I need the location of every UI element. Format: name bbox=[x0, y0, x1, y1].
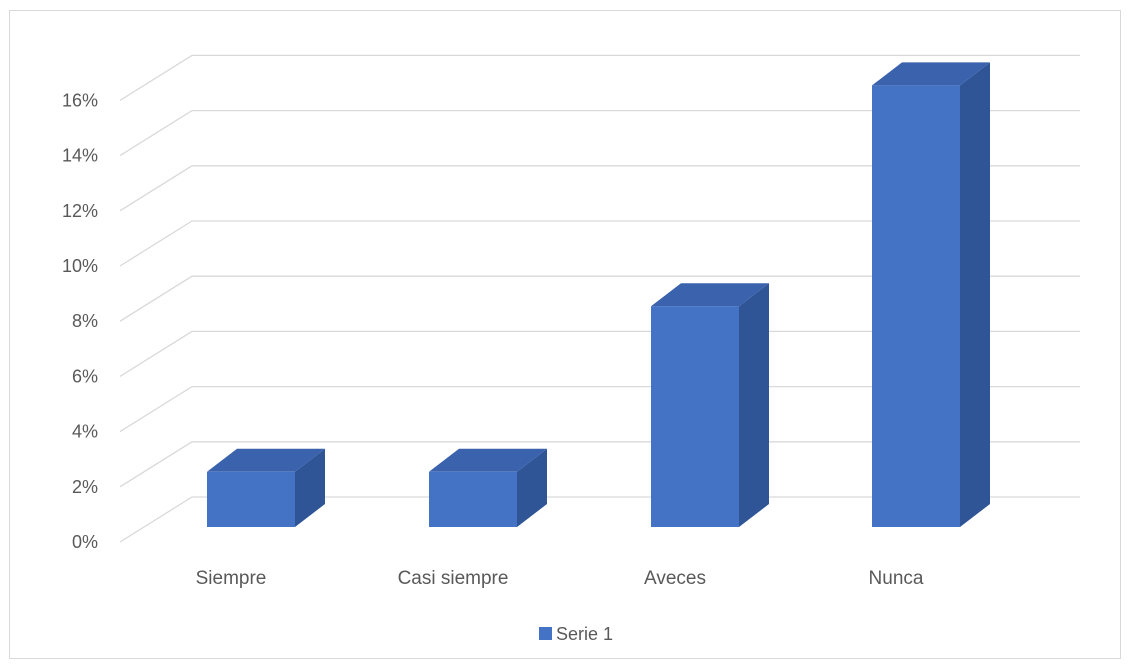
bar-front bbox=[872, 85, 960, 528]
bar bbox=[872, 62, 990, 528]
bar-front bbox=[429, 471, 517, 527]
y-tick-label: 14% bbox=[62, 146, 98, 166]
gridline bbox=[119, 54, 1080, 101]
bar-side bbox=[295, 448, 325, 527]
gridline bbox=[119, 441, 1080, 488]
x-category-label: Siempre bbox=[196, 568, 267, 589]
bar-top bbox=[207, 448, 325, 472]
gridline bbox=[119, 220, 1080, 267]
bar-top bbox=[872, 62, 990, 86]
x-category-label: Casi siempre bbox=[398, 568, 509, 589]
gridlines bbox=[119, 54, 1080, 543]
bar-side bbox=[739, 283, 769, 527]
y-tick-label: 2% bbox=[72, 477, 98, 497]
bar-front bbox=[651, 306, 739, 527]
y-tick-label: 12% bbox=[62, 201, 98, 221]
bar-top bbox=[429, 448, 547, 472]
gridline bbox=[119, 330, 1080, 377]
bar-side bbox=[960, 62, 990, 528]
x-category-label: Aveces bbox=[644, 568, 706, 589]
bar bbox=[207, 448, 325, 527]
gridline bbox=[119, 275, 1080, 322]
gridline bbox=[119, 385, 1080, 433]
y-tick-label: 4% bbox=[72, 422, 98, 442]
axis-labels: 0% 2% 4% 6% 8% 10% 12% 14% 16% Siempre Casi siempr… bbox=[62, 90, 924, 589]
y-tick-label: 6% bbox=[72, 366, 98, 386]
bar bbox=[651, 283, 769, 527]
legend: Serie 1 bbox=[539, 624, 613, 644]
gridline bbox=[119, 165, 1080, 212]
bar-top bbox=[651, 283, 769, 307]
y-tick-label: 8% bbox=[72, 311, 98, 331]
gridline bbox=[119, 496, 1080, 543]
y-tick-label: 0% bbox=[72, 532, 98, 552]
gridline bbox=[119, 109, 1080, 157]
legend-swatch bbox=[539, 627, 552, 640]
bar-side bbox=[517, 448, 547, 527]
legend-label: Serie 1 bbox=[556, 624, 613, 644]
bars bbox=[207, 62, 990, 528]
bar-front bbox=[207, 471, 295, 527]
y-tick-label: 16% bbox=[62, 90, 98, 110]
bar bbox=[429, 448, 547, 527]
x-category-label: Nunca bbox=[869, 568, 924, 589]
y-tick-label: 10% bbox=[62, 256, 98, 276]
